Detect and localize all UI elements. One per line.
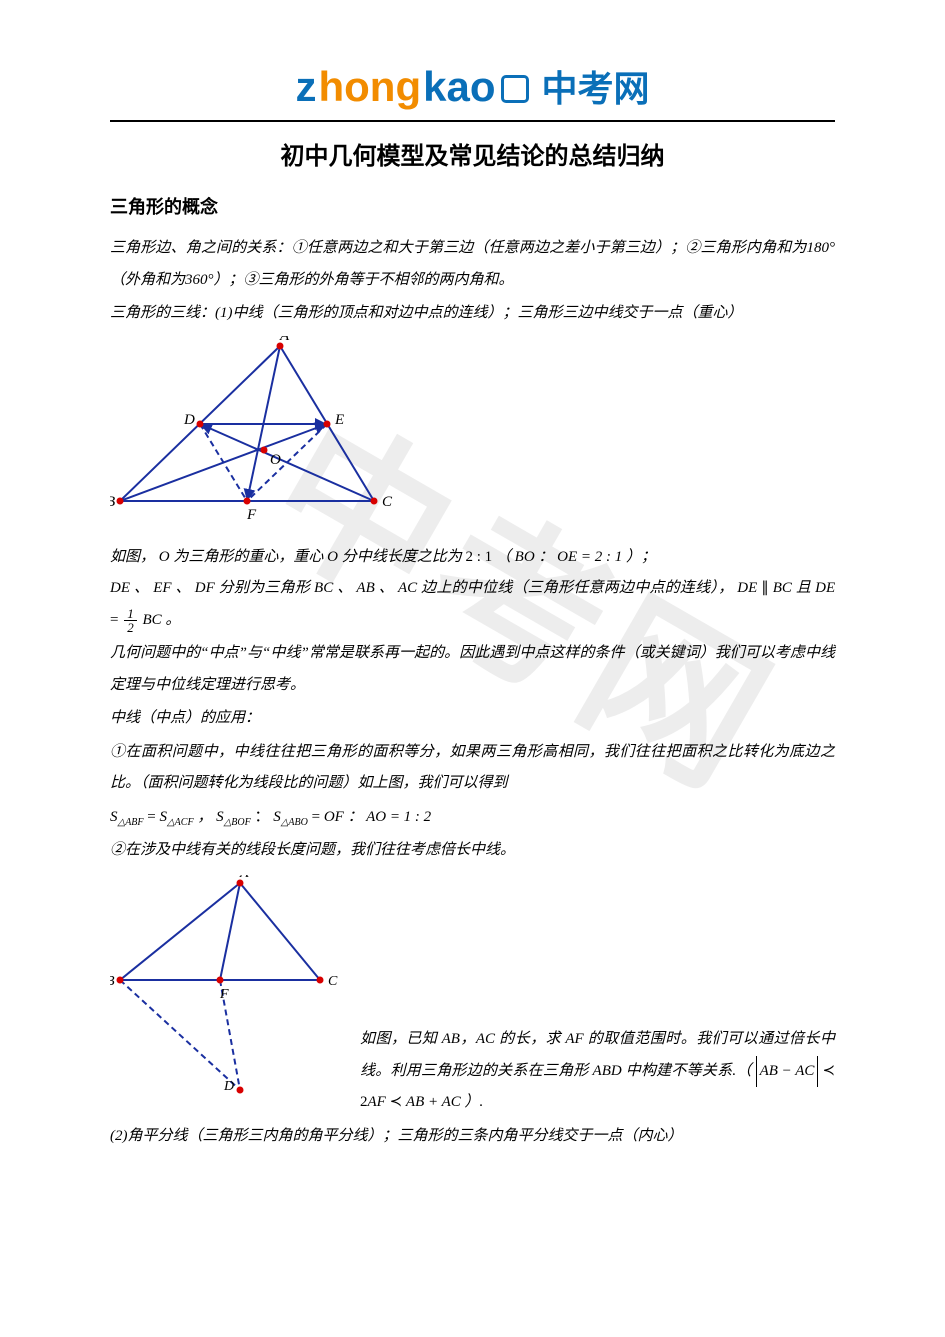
- text: ）；: [626, 549, 656, 565]
- var-AC: AC: [398, 580, 417, 596]
- header-logo: z hong kao 中考网: [110, 60, 835, 122]
- sep: 、: [337, 580, 352, 596]
- sep: 、: [134, 580, 149, 596]
- var-O: O: [327, 549, 338, 565]
- svg-text:F: F: [219, 987, 229, 1002]
- text: 为三角形的重心，重心: [173, 549, 327, 565]
- svg-text:O: O: [270, 452, 281, 468]
- ab-plus-ac: AB + AC: [406, 1094, 461, 1110]
- denominator: 2: [124, 621, 137, 634]
- var-DE: DE: [110, 580, 130, 596]
- sub: △BOF: [224, 817, 251, 828]
- S: S: [110, 809, 118, 825]
- af: AF: [368, 1094, 386, 1110]
- text-end: ）.: [465, 1094, 484, 1110]
- svg-text:C: C: [382, 494, 393, 510]
- svg-text:F: F: [246, 507, 257, 523]
- sep: 、: [176, 580, 191, 596]
- parallel-symbol: ∥: [761, 580, 772, 596]
- svg-text:B: B: [110, 974, 115, 989]
- comma: ，: [197, 809, 216, 825]
- numerator: 1: [124, 607, 137, 621]
- ratio: 2 : 1: [465, 549, 492, 565]
- rhs: OF ： AO = 1 : 2: [324, 809, 431, 825]
- var-EF: EF: [153, 580, 171, 596]
- abs-inner: AB − AC: [760, 1063, 815, 1079]
- text: 分别为三角形: [219, 580, 314, 596]
- logo-square-icon: [501, 75, 529, 103]
- sub: △ABF: [118, 817, 144, 828]
- paragraph-double-median: ②在涉及中线有关的线段长度问题，我们往往考虑倍长中线。: [110, 835, 835, 867]
- colon: ：: [254, 809, 269, 825]
- paragraph-three-lines-intro: 三角形的三线：(1)中线（三角形的顶点和对边中点的连线）；三角形三边中线交于一点…: [110, 298, 835, 330]
- eq-bo-oe: BO ： OE = 2 : 1: [515, 549, 623, 565]
- equals: =: [110, 612, 122, 628]
- svg-text:A: A: [279, 336, 290, 344]
- var-DF: DF: [195, 580, 215, 596]
- text: 边上的中位线（三角形任意两边中点的连线），: [421, 580, 733, 596]
- equation-area-ratio: S△ABF = S△ACF ， S△BOF ： S△ABO = OF ： AO …: [110, 802, 835, 834]
- sep: 、: [379, 580, 394, 596]
- sub: △ACF: [167, 817, 194, 828]
- svg-text:A: A: [239, 875, 249, 881]
- var-DE: DE: [815, 580, 835, 596]
- svg-text:B: B: [110, 494, 115, 510]
- paragraph-edge-angle-relations: 三角形边、角之间的关系：①任意两边之和大于第三边（任意两边之差小于第三边）；②三…: [110, 233, 835, 296]
- text: 。: [165, 612, 180, 628]
- S: S: [216, 809, 224, 825]
- logo-text-cn: 中考网: [541, 60, 649, 112]
- text: （: [496, 549, 511, 565]
- text: 分中线长度之比为: [342, 549, 466, 565]
- abs: AB − AC: [756, 1056, 819, 1088]
- figure-centroid-triangle: A B C D E F O: [110, 336, 835, 536]
- paragraph-fig2-caption: 如图，已知 AB，AC 的长，求 AF 的取值范围时。我们可以通过倍长中线。利用…: [360, 1024, 835, 1119]
- var-O: O: [159, 549, 170, 565]
- figure-double-median-triangle: A B C F D: [110, 875, 340, 1115]
- lt2: ≺: [390, 1094, 406, 1110]
- paragraph-area-application: ①在面积问题中，中线往往把三角形的面积等分，如果两三角形高相同，我们往往把面积之…: [110, 737, 835, 800]
- var-AB: AB: [356, 580, 374, 596]
- svg-text:D: D: [223, 1079, 234, 1094]
- var-BC: BC: [142, 612, 161, 628]
- paragraph-midpoint-note: 几何问题中的“中点”与“中线”常常是联系再一起的。因此遇到中点这样的条件（或关键…: [110, 638, 835, 701]
- paragraph-angle-bisector: (2)角平分线（三角形三内角的角平分线）；三角形的三条内角平分线交于一点（内心）: [110, 1121, 835, 1153]
- eq: =: [147, 809, 159, 825]
- eq: =: [312, 809, 324, 825]
- var-BC: BC: [773, 580, 792, 596]
- text: 且: [796, 580, 815, 596]
- section-heading-triangle-concept: 三角形的概念: [110, 193, 835, 219]
- var-BC: BC: [314, 580, 333, 596]
- svg-text:D: D: [183, 412, 195, 428]
- paragraph-centroid-desc: 如图， O 为三角形的重心，重心 O 分中线长度之比为 2 : 1 （ BO ：…: [110, 542, 835, 637]
- svg-text:C: C: [328, 974, 338, 989]
- logo-text-kao: kao: [423, 63, 495, 111]
- S: S: [159, 809, 167, 825]
- logo-text-hong: hong: [318, 63, 421, 111]
- document-title: 初中几何模型及常见结论的总结归纳: [110, 136, 835, 171]
- svg-text:E: E: [334, 412, 344, 428]
- text: 如图，: [110, 549, 155, 565]
- var-DE: DE: [737, 580, 757, 596]
- S: S: [273, 809, 281, 825]
- paragraph-median-applications-heading: 中线（中点）的应用：: [110, 703, 835, 735]
- sub: △ABO: [281, 817, 308, 828]
- logo-text-z: z: [295, 63, 316, 111]
- fraction-half: 1 2: [124, 607, 137, 634]
